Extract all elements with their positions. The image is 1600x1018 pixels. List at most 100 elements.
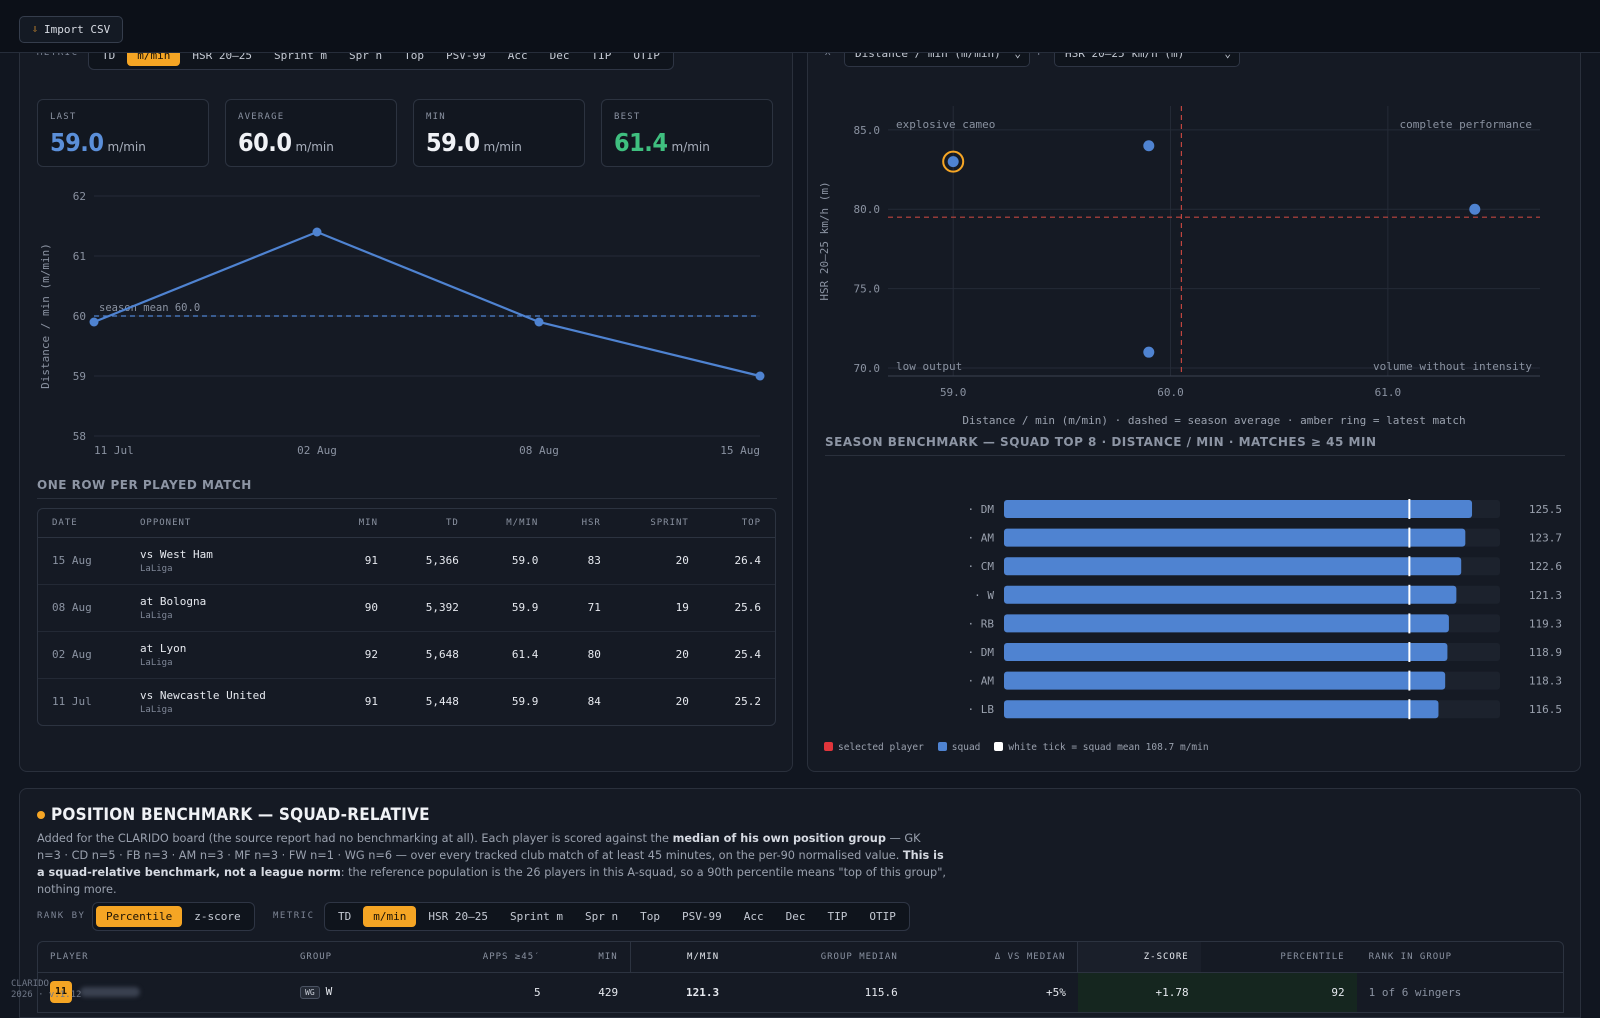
table-row[interactable]: 11 WG W 5 429 121.3 115.6 +5% +1.78 92 1 … <box>38 972 1563 1012</box>
desc-emphasis: median of his own position group <box>672 832 886 845</box>
delta-cell: +5% <box>1046 985 1066 999</box>
data-point[interactable] <box>312 227 322 237</box>
y-tick-label: 75.0 <box>854 283 881 296</box>
kpi-label: MIN <box>426 112 446 122</box>
column-header-apps-45[interactable]: APPS ≥45′ <box>408 942 553 973</box>
kpi-label: BEST <box>614 112 641 122</box>
bar[interactable] <box>1004 500 1473 518</box>
competition: LaLiga <box>140 563 173 574</box>
y-axis-label: HSR 20–25 km/h (m) <box>818 181 831 300</box>
benchmark-tab-m-min[interactable]: m/min <box>363 906 417 927</box>
table-row[interactable]: 08 Aug at Bologna LaLiga 90 5,392 59.9 71 19 25.… <box>38 584 775 632</box>
quadrant-label: low output <box>896 360 962 373</box>
column-header-group[interactable]: GROUP <box>288 942 408 973</box>
column-header-group-median[interactable]: GROUP MEDIAN <box>731 942 910 973</box>
import-csv-button[interactable]: ⇩ Import CSV <box>19 16 124 43</box>
kpi-last: LAST 59.0 m/min <box>37 99 209 167</box>
scatter-chart: 85.0 80.0 75.0 70.0 59.0 60.0 61.0 explosive ca… <box>818 106 1540 427</box>
rank-by-label: RANK BY <box>37 911 86 921</box>
sprint-cell: 20 <box>675 695 689 709</box>
bar[interactable] <box>1004 643 1448 661</box>
legend-label: squad <box>951 742 981 753</box>
column-header-min[interactable]: MIN <box>552 942 631 973</box>
kpi-label: LAST <box>50 112 77 122</box>
kpi-value: 59.0 m/min <box>426 128 522 157</box>
bar-category-label: · CM <box>968 560 995 573</box>
metric-label: METRIC <box>273 911 315 921</box>
group-tag: WG <box>300 986 320 1000</box>
y-axis-select-label: Y <box>1036 48 1043 58</box>
mmin-cell: 59.9 <box>511 695 539 709</box>
column-header-m-min[interactable]: M/MIN <box>472 509 553 538</box>
column-header-top[interactable]: TOP <box>702 509 775 538</box>
top-cell: 25.4 <box>702 631 775 679</box>
position-benchmark-description: Added for the CLARIDO board (the source … <box>37 830 947 898</box>
benchmark-tab-td[interactable]: TD <box>338 910 352 923</box>
bar[interactable] <box>1004 614 1449 633</box>
legend-label: white tick = squad mean 108.7 m/min <box>1008 742 1209 753</box>
benchmark-tab-spr-n[interactable]: Spr n <box>584 910 619 923</box>
top-cell: 26.4 <box>702 537 775 585</box>
bar[interactable] <box>1004 700 1439 719</box>
td-cell: 5,448 <box>425 695 459 709</box>
column-header-td[interactable]: TD <box>392 509 473 538</box>
benchmark-tab-tip[interactable]: TIP <box>827 910 848 923</box>
benchmark-tab-psv-99[interactable]: PSV-99 <box>681 910 722 923</box>
group-median-cell: 115.6 <box>864 985 898 999</box>
rank-tab-percentile[interactable]: Percentile <box>96 906 183 927</box>
top-cell: 25.2 <box>734 695 762 709</box>
competition: LaLiga <box>140 704 173 715</box>
metric-label: METRIC <box>37 48 79 58</box>
scatter-point[interactable] <box>1143 346 1155 358</box>
bar[interactable] <box>1004 528 1466 547</box>
column-header-sprint[interactable]: SPRINT <box>614 509 703 538</box>
benchmark-tab-dec[interactable]: Dec <box>785 910 806 923</box>
bar[interactable] <box>1004 585 1457 604</box>
column-header-rank-in-group[interactable]: RANK IN GROUP <box>1356 942 1563 973</box>
column-header-opponent[interactable]: OPPONENT <box>126 509 330 538</box>
scatter-point[interactable] <box>947 156 959 168</box>
benchmark-tab-top[interactable]: Top <box>640 910 660 923</box>
scatter-point[interactable] <box>1469 203 1481 215</box>
x-axis-select-label: X <box>825 48 832 58</box>
desc-text: Added for the CLARIDO board (the source … <box>37 832 673 845</box>
scatter-point[interactable] <box>1143 140 1155 152</box>
data-point[interactable] <box>89 317 99 327</box>
bar[interactable] <box>1004 671 1446 690</box>
column-header-hsr[interactable]: HSR <box>552 509 615 538</box>
td-cell: 5,366 <box>392 537 473 585</box>
benchmark-tab-acc[interactable]: Acc <box>743 910 764 923</box>
import-csv-label: Import CSV <box>44 23 111 36</box>
table-row[interactable]: 15 Aug vs West Ham LaLiga 91 5,366 59.0 83 20 26… <box>38 537 775 585</box>
legend-item: selected player <box>824 742 924 753</box>
column-header-date[interactable]: DATE <box>38 509 126 538</box>
date-cell: 08 Aug <box>38 584 126 632</box>
section-bullet <box>37 811 45 819</box>
column-header-m-min[interactable]: M/MIN <box>629 942 732 973</box>
data-point[interactable] <box>534 317 544 327</box>
column-header-min[interactable]: MIN <box>329 509 393 538</box>
table-row[interactable]: 11 Jul vs Newcastle United LaLiga 91 5,448 59… <box>38 678 775 725</box>
table-row[interactable]: 02 Aug at Lyon LaLiga 92 5,648 61.4 80 20 25.4 <box>38 631 775 679</box>
data-point[interactable] <box>755 371 765 381</box>
bar-category-label: · W <box>974 589 994 602</box>
x-tick-label: 08 Aug <box>519 444 559 457</box>
quadrant-label: explosive cameo <box>896 118 995 131</box>
bar[interactable] <box>1004 557 1462 576</box>
column-header-percentile[interactable]: PERCENTILE <box>1200 942 1357 973</box>
bar-value-label: 122.6 <box>1529 560 1562 573</box>
rank-tab-z-score[interactable]: z-score <box>194 910 241 923</box>
opponent-cell: at Lyon LaLiga <box>126 631 330 679</box>
x-tick-label: 02 Aug <box>297 444 337 457</box>
benchmark-tab-sprint-m[interactable]: Sprint m <box>509 910 563 923</box>
column-header-z-score[interactable]: Z-SCORE <box>1077 942 1201 973</box>
column-header-vs-median[interactable]: Δ VS MEDIAN <box>909 942 1078 973</box>
benchmark-tab-otip[interactable]: OTIP <box>869 910 896 923</box>
kpi-unit: m/min <box>107 140 146 154</box>
column-header-player[interactable]: PLAYER <box>38 942 288 973</box>
footer-brand: CLARIDO 2026 · v.1.12 <box>11 979 81 1001</box>
kpi-min: MIN 59.0 m/min <box>413 99 585 167</box>
mmin-cell: 59.9 <box>472 584 553 632</box>
benchmark-tab-hsr-20-25[interactable]: HSR 20–25 <box>428 910 488 923</box>
mmin-cell: 121.3 <box>686 985 720 999</box>
